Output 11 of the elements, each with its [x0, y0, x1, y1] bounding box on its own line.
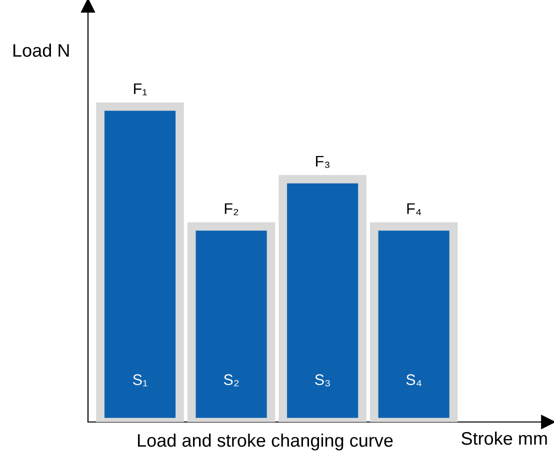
annotation: F₄	[407, 203, 422, 216]
x-axis-title: Stroke mm	[462, 432, 547, 445]
y-axis-title: Load N	[13, 44, 69, 57]
annotation: F₃	[316, 156, 330, 168]
text: Load and stroke changing curve	[138, 434, 393, 450]
x-tick-label: S₃	[315, 374, 330, 386]
annotation: F₁	[134, 83, 147, 96]
annotation: F₂	[224, 203, 238, 216]
x-tick-label: S₁	[133, 374, 148, 386]
x-tick-label: S₂	[224, 374, 239, 386]
x-tick-label: S₄	[406, 374, 422, 386]
